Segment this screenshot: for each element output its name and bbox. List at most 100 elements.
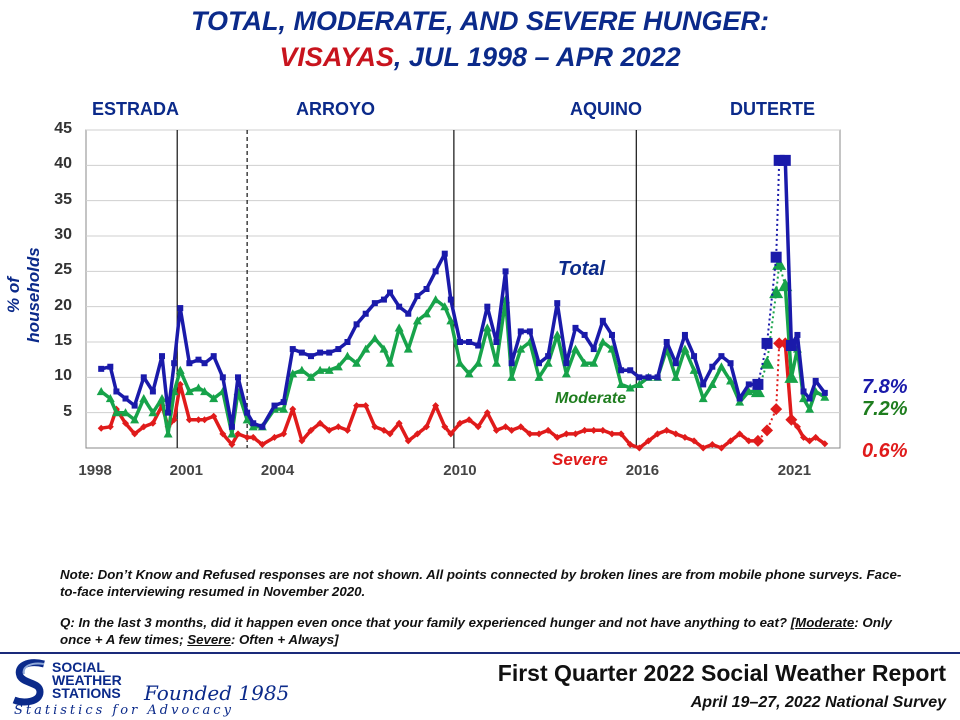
point-severe-46: [492, 426, 500, 434]
point-severe-58: [599, 426, 607, 434]
point-moderate-13: [200, 386, 210, 396]
point-moderate-27: [324, 365, 334, 374]
point-total-61: [627, 367, 634, 374]
series-line-recent-total: [783, 160, 827, 401]
point-moderate-72: [726, 376, 736, 385]
admin-label-aquino: AQUINO: [570, 99, 642, 119]
point-severe-4: [131, 430, 139, 438]
point-total-29: [344, 339, 351, 345]
point-moderate-8: [163, 429, 173, 438]
point-severe-55: [571, 430, 579, 438]
point-moderate-66: [671, 372, 681, 381]
end-value-total: 7.8%: [862, 376, 908, 398]
point-total-17: [235, 374, 242, 381]
series-line-severe: [100, 382, 758, 450]
point-total-18: [244, 409, 251, 416]
point-total-79: [779, 154, 791, 166]
point-moderate-34: [385, 358, 395, 367]
point-severe-48: [508, 426, 516, 434]
series-label-severe: Severe: [552, 450, 608, 469]
chart-title-period: , JUL 1998 – APR 2022: [393, 42, 681, 72]
point-total-46: [493, 339, 500, 345]
point-severe-78: [773, 337, 786, 350]
point-total-4: [131, 402, 138, 409]
point-severe-28: [334, 423, 342, 431]
point-total-63: [645, 374, 652, 381]
series-line-mobile-severe: [757, 342, 786, 442]
point-total-42: [456, 339, 463, 345]
point-severe-41: [447, 430, 455, 438]
point-severe-44: [474, 423, 482, 431]
point-severe-26: [316, 419, 324, 427]
point-severe-83: [806, 437, 814, 445]
point-total-25: [307, 353, 314, 360]
point-moderate-56: [580, 358, 590, 367]
point-moderate-83: [805, 404, 815, 413]
point-severe-62: [635, 444, 643, 452]
point-moderate-15: [218, 386, 228, 396]
point-severe-77: [770, 403, 783, 416]
point-moderate-29: [342, 351, 352, 360]
point-severe-23: [289, 405, 297, 413]
report-title: First Quarter 2022 Social Weather Report: [497, 660, 946, 686]
point-moderate-67: [680, 344, 690, 353]
point-severe-31: [362, 402, 370, 410]
point-severe-50: [526, 430, 534, 438]
point-severe-35: [395, 419, 403, 427]
point-severe-40: [441, 423, 449, 431]
question-prefix: Q: In the last 3 months, did it happen e…: [60, 615, 796, 630]
point-moderate-21: [270, 404, 279, 413]
point-severe-45: [483, 409, 491, 417]
point-severe-73: [736, 430, 744, 438]
point-moderate-59: [607, 344, 617, 353]
point-moderate-73: [735, 397, 745, 406]
point-severe-70: [708, 440, 716, 448]
point-severe-22: [280, 430, 288, 438]
point-total-22: [280, 399, 287, 406]
point-moderate-7: [157, 394, 167, 403]
point-moderate-10: [175, 365, 185, 374]
question-moderate-def: : Only once + A few times;: [60, 615, 892, 647]
point-total-72: [727, 360, 734, 367]
point-total-81: [794, 331, 801, 338]
point-total-51: [536, 360, 543, 367]
point-moderate-65: [662, 344, 672, 353]
point-total-31: [362, 310, 369, 317]
admin-label-estrada: ESTRADA: [92, 99, 180, 119]
point-total-68: [691, 353, 698, 360]
point-severe-69: [699, 444, 707, 452]
point-moderate-62: [634, 379, 644, 388]
point-total-10: [177, 305, 184, 312]
point-moderate-79: [778, 278, 793, 292]
point-total-11: [186, 360, 193, 367]
point-total-76: [761, 337, 773, 349]
point-moderate-18: [242, 415, 252, 424]
question-text: Q: In the last 3 months, did it happen e…: [60, 614, 910, 648]
point-moderate-81: [792, 344, 802, 353]
x-tick-2004: 2004: [260, 462, 295, 479]
point-severe-24: [298, 437, 306, 445]
point-moderate-71: [716, 362, 726, 371]
point-severe-76: [761, 424, 774, 437]
point-total-1: [107, 363, 114, 370]
point-total-38: [423, 286, 430, 292]
point-moderate-49: [516, 344, 526, 353]
point-severe-71: [717, 444, 725, 452]
point-moderate-63: [643, 372, 653, 381]
point-severe-85: [821, 440, 829, 448]
survey-dates: April 19–27, 2022 National Survey: [690, 694, 946, 711]
y-tick-5: 5: [63, 402, 72, 420]
point-moderate-53: [552, 330, 562, 339]
point-severe-47: [502, 423, 510, 431]
point-total-7: [159, 353, 166, 360]
point-moderate-70: [707, 379, 717, 388]
point-total-69: [700, 381, 707, 388]
point-severe-56: [581, 426, 589, 434]
point-moderate-22: [279, 404, 289, 413]
point-moderate-61: [625, 383, 635, 392]
point-moderate-64: [653, 372, 663, 381]
point-moderate-60: [616, 379, 626, 388]
point-total-64: [654, 374, 661, 381]
point-moderate-78: [772, 257, 787, 270]
chart-title-line1: TOTAL, MODERATE, AND SEVERE HUNGER:: [190, 6, 770, 36]
